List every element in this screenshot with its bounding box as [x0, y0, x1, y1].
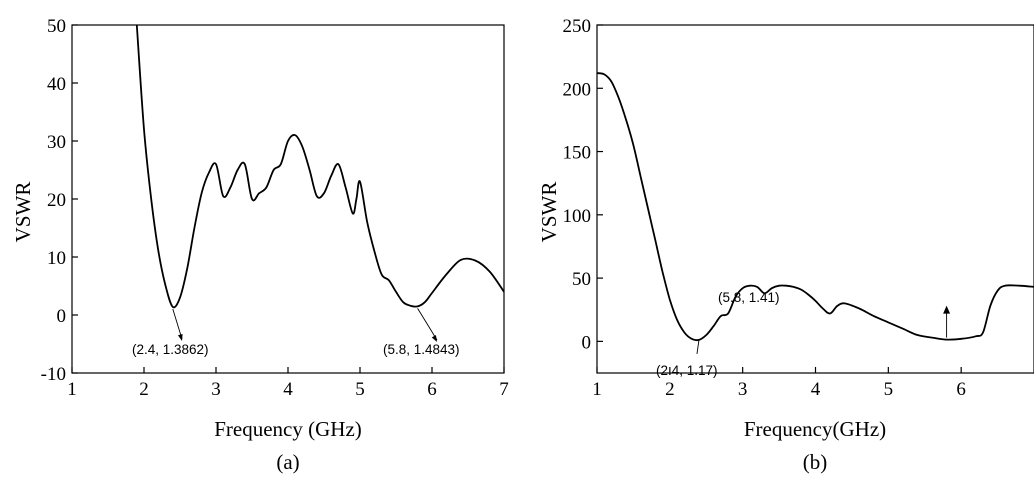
x-tick-label: 6: [956, 379, 966, 400]
annotation-label: (2.4, 1.3862): [132, 342, 209, 357]
y-tick-label: 0: [582, 332, 592, 353]
x-tick-label: 5: [884, 379, 894, 400]
y-axis-label: VSWR: [537, 182, 561, 243]
x-tick-label: 3: [738, 379, 748, 400]
annotation-label: (5.8, 1.41): [718, 290, 780, 305]
y-tick-label: 30: [47, 132, 66, 153]
y-tick-label: -10: [41, 364, 66, 385]
annotation-label: (5.8, 1.4843): [383, 342, 460, 357]
y-axis-label: VSWR: [11, 182, 35, 243]
plot-frame: [71, 24, 505, 374]
x-tick-label: 1: [592, 379, 602, 400]
plot-frame: [596, 24, 1034, 374]
x-tick-label: 2: [665, 379, 675, 400]
vswr-series-line: [597, 72, 1034, 342]
y-tick-label: 40: [47, 74, 66, 95]
chart-panel-b: 1 2 3 4 5 6 0 50 100 150 200 250 Frequency(GHz) VSWR (…: [537, 16, 1034, 474]
y-tick-label: 250: [563, 16, 592, 37]
x-tick-label: 6: [427, 379, 437, 400]
y-tick-label: 10: [47, 248, 66, 269]
panel-label: (b): [803, 450, 828, 474]
annotation-arrowhead: [431, 335, 437, 342]
y-tick-label: 50: [47, 16, 66, 37]
chart-panel-a: 1 2 3 4 5 6 7 -10 0 10 20 30 40 50 Frequency (GHz) VSWR…: [11, 16, 509, 474]
x-axis-label: Frequency (GHz): [214, 417, 362, 441]
x-tick-label: 2: [139, 379, 149, 400]
x-tick-label: 7: [499, 379, 509, 400]
panel-label: (a): [276, 450, 299, 474]
x-tick-label: 4: [811, 379, 821, 400]
annotation-arrowhead: [943, 305, 951, 314]
x-tick-label: 1: [67, 379, 77, 400]
annotation-leader: [172, 308, 183, 340]
x-tick-label: 4: [283, 379, 293, 400]
vswr-series-line: [135, 25, 504, 309]
x-axis-label: Frequency(GHz): [744, 417, 886, 441]
y-tick-label: 100: [563, 206, 592, 227]
x-tick-label: 5: [355, 379, 365, 400]
y-tick-label: 200: [563, 79, 592, 100]
x-tick-label: 3: [211, 379, 221, 400]
annotation-leader: [417, 308, 438, 341]
y-tick-label: 50: [572, 269, 591, 290]
y-tick-label: 20: [47, 190, 66, 211]
y-tick-label: 150: [563, 143, 592, 164]
annotation-arrowhead: [177, 334, 183, 341]
annotation-leader: [696, 339, 700, 354]
annotation-label: (2.4, 1.17): [656, 363, 718, 378]
y-tick-label: 0: [57, 306, 67, 327]
